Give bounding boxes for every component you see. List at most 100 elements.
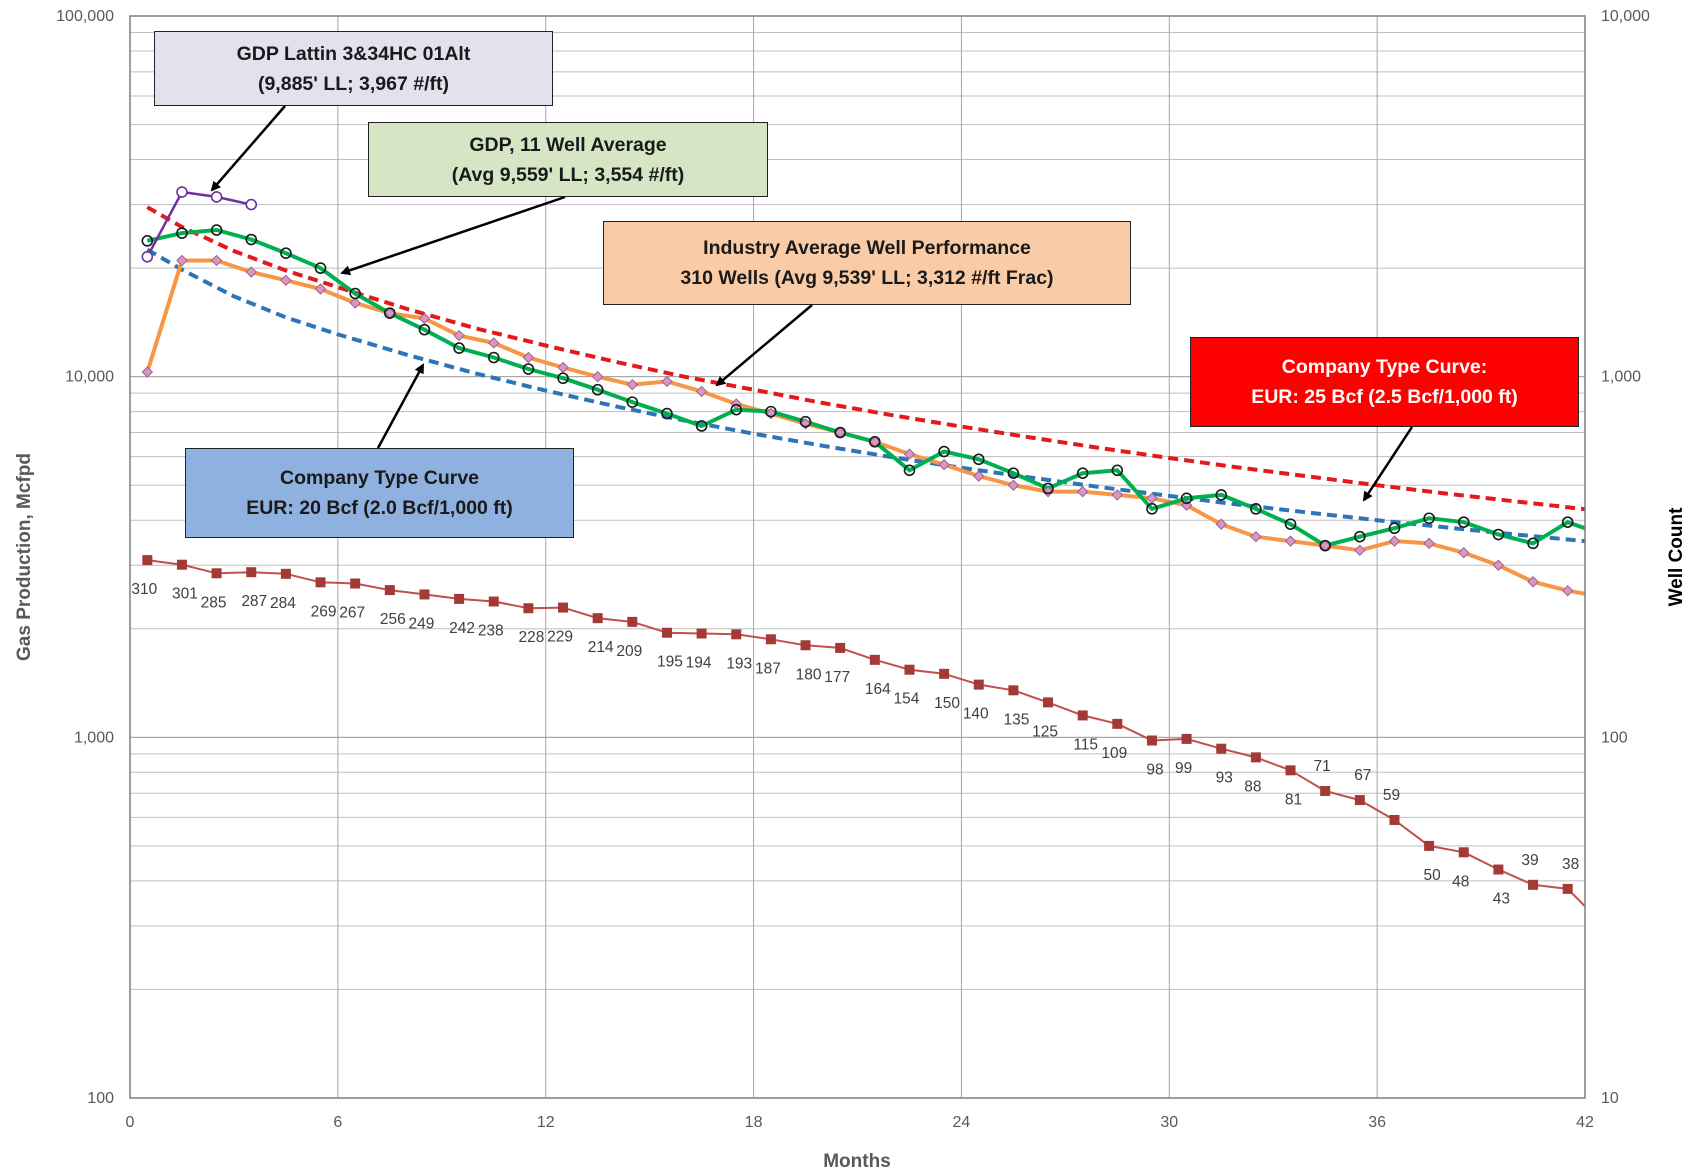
gdp-average-marker bbox=[1319, 539, 1331, 552]
annotation-industry-average: Industry Average Well Performance 310 We… bbox=[603, 221, 1131, 305]
well-count-label: 115 bbox=[1073, 736, 1098, 753]
annotation-company20-line2: EUR: 20 Bcf (2.0 Bcf/1,000 ft) bbox=[246, 497, 513, 519]
lattin-marker bbox=[210, 191, 223, 203]
industry-marker bbox=[1354, 544, 1366, 557]
industry-marker bbox=[557, 361, 569, 374]
annotation-industry-line2: 310 Wells (Avg 9,539' LL; 3,312 #/ft Fra… bbox=[680, 267, 1054, 289]
well-count-marker bbox=[592, 613, 603, 624]
industry-marker bbox=[314, 283, 327, 295]
well-count-marker bbox=[280, 568, 291, 579]
well-count-marker bbox=[765, 634, 776, 645]
well-count-marker bbox=[315, 577, 326, 588]
well-count-label: 125 bbox=[1032, 723, 1058, 740]
gdp-average-marker bbox=[695, 420, 708, 432]
gdp-average-marker bbox=[1076, 467, 1089, 479]
well-count-marker bbox=[523, 603, 534, 614]
industry-marker bbox=[626, 378, 639, 391]
x-tick-label: 24 bbox=[953, 1114, 971, 1131]
annotation-industry-line1: Industry Average Well Performance bbox=[703, 237, 1031, 259]
gdp-average-marker bbox=[799, 415, 812, 428]
well-count-marker bbox=[1562, 883, 1573, 894]
well-count-marker bbox=[176, 559, 187, 570]
industry-marker bbox=[349, 297, 361, 309]
gdp-average-marker bbox=[384, 307, 396, 319]
well-count-marker bbox=[142, 555, 153, 566]
well-count-label: 43 bbox=[1493, 891, 1510, 908]
well-count-marker bbox=[1146, 735, 1157, 746]
well-count-marker bbox=[627, 616, 638, 627]
gdp-average-marker bbox=[522, 363, 535, 375]
well-count-label: 140 bbox=[963, 706, 989, 723]
x-tick-label: 12 bbox=[537, 1114, 555, 1131]
well-count-label: 249 bbox=[409, 615, 435, 632]
well-count-label: 287 bbox=[241, 593, 267, 610]
industry-marker bbox=[1007, 479, 1020, 491]
well-count-marker bbox=[835, 642, 846, 653]
well-count-marker bbox=[1250, 752, 1261, 763]
gdp-average-marker bbox=[349, 287, 361, 300]
annotation-gdp-average-line1: GDP, 11 Well Average bbox=[469, 133, 667, 156]
annotation-lattin: GDP Lattin 3&34HC 01Alt (9,885' LL; 3,96… bbox=[154, 31, 553, 106]
well-count-marker bbox=[1354, 795, 1365, 806]
well-count-label: 81 bbox=[1285, 791, 1302, 808]
industry-marker bbox=[1423, 537, 1435, 550]
lattin-marker bbox=[176, 186, 188, 198]
well-count-label: 310 bbox=[131, 581, 157, 598]
gdp-average-marker bbox=[626, 396, 639, 408]
well-count-label: 195 bbox=[657, 654, 683, 671]
gdp-average-marker bbox=[1250, 503, 1262, 515]
well-count-marker bbox=[1112, 718, 1123, 729]
gdp-average-marker bbox=[869, 435, 881, 448]
industry-marker bbox=[695, 385, 708, 398]
industry-marker bbox=[1458, 547, 1470, 559]
well-count-label: 150 bbox=[934, 695, 960, 712]
plot-grid bbox=[129, 15, 1586, 1099]
well-count-label: 301 bbox=[172, 586, 198, 603]
well-count-label: 164 bbox=[865, 681, 891, 698]
gdp-average-marker bbox=[1354, 530, 1366, 543]
series-line-company20 bbox=[146, 247, 1585, 544]
well-count-marker bbox=[246, 567, 257, 578]
well-count-label: 48 bbox=[1452, 873, 1469, 890]
well-count-marker bbox=[661, 627, 672, 638]
gdp-average-marker bbox=[834, 426, 846, 439]
well-count-label: 177 bbox=[824, 669, 850, 686]
industry-marker bbox=[488, 337, 500, 349]
industry-marker bbox=[1076, 485, 1089, 498]
well-count-label: 187 bbox=[755, 660, 781, 677]
well-count-label: 285 bbox=[201, 594, 227, 611]
gdp-average-marker bbox=[141, 235, 154, 247]
annotation-arrows bbox=[210, 105, 1414, 502]
gdp-average-marker bbox=[1146, 503, 1158, 515]
y-tick-label-right: 10,000 bbox=[1601, 8, 1650, 25]
annotation-lattin-line2: (9,885' LL; 3,967 #/ft) bbox=[257, 72, 450, 95]
well-count-marker bbox=[488, 596, 499, 607]
y-tick-label-left: 10,000 bbox=[65, 369, 114, 386]
well-count-label: 109 bbox=[1101, 745, 1127, 762]
gdp-average-marker bbox=[765, 405, 777, 418]
well-count-label: 269 bbox=[311, 603, 337, 620]
well-count-label: 242 bbox=[449, 620, 475, 637]
gdp-average-marker bbox=[1215, 489, 1228, 501]
well-count-marker bbox=[350, 578, 361, 589]
well-count-marker bbox=[384, 585, 395, 596]
y-tick-label-right: 100 bbox=[1601, 729, 1628, 746]
gdp-average-marker bbox=[1284, 518, 1297, 530]
gdp-average-marker bbox=[1007, 467, 1020, 479]
industry-marker bbox=[1215, 518, 1227, 530]
well-count-marker bbox=[1528, 879, 1539, 890]
industry-marker bbox=[418, 312, 431, 325]
arrow-company20 bbox=[376, 363, 425, 449]
well-count-marker bbox=[1181, 733, 1192, 744]
gdp-average-marker bbox=[557, 372, 569, 385]
y-axis-title-right: Well Count bbox=[1666, 507, 1687, 607]
well-count-label: 209 bbox=[616, 643, 642, 660]
industry-marker bbox=[938, 459, 950, 471]
well-count-marker bbox=[1077, 710, 1088, 721]
y-axis-title-left: Gas Production, Mcfpd bbox=[14, 453, 35, 661]
well-count-marker bbox=[1424, 840, 1435, 851]
x-tick-label: 18 bbox=[745, 1114, 763, 1131]
gdp-average-marker bbox=[453, 342, 465, 354]
